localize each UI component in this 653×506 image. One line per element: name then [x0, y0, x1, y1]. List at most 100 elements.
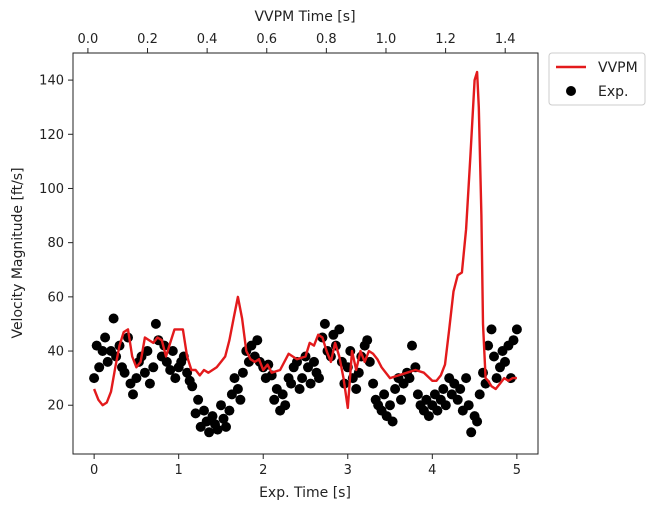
exp-point [167, 346, 178, 356]
x-axis-top: 0.0 0.2 0.4 0.6 0.8 1.0 1.2 1.4 [78, 32, 516, 53]
exp-point [193, 394, 204, 405]
exp-point [364, 356, 375, 367]
legend-vvpm-label: VVPM [598, 60, 638, 76]
exp-point [396, 394, 406, 405]
exp-point [294, 384, 305, 394]
x-tick-label: 0 [90, 463, 98, 478]
exp-point [368, 378, 379, 389]
legend-exp-label: Exp. [598, 84, 628, 100]
exp-point [212, 424, 223, 435]
x2-tick-label: 0.0 [78, 32, 99, 47]
exp-point [390, 384, 401, 394]
x2-tick-label: 0.2 [137, 32, 158, 47]
exp-point [277, 389, 288, 400]
exp-point [232, 384, 243, 394]
x-tick-label: 1 [175, 463, 183, 478]
y-tick-label: 60 [47, 290, 64, 305]
exp-point [455, 384, 466, 394]
exp-point [150, 318, 161, 329]
exp-point [423, 411, 434, 422]
exp-point [489, 351, 499, 362]
exp-point [221, 421, 231, 432]
y-axis-left: 20 40 60 80 100 120 140 [39, 74, 73, 414]
y-tick-label: 100 [39, 182, 64, 197]
plot-background [73, 53, 538, 454]
exp-point [131, 373, 142, 384]
exp-point [466, 427, 477, 438]
exp-point [432, 405, 443, 416]
exp-point [486, 324, 497, 335]
exp-point [252, 335, 263, 346]
x-tick-label: 2 [259, 463, 267, 478]
exp-point [148, 362, 159, 373]
plot-area [72, 52, 539, 455]
exp-series [89, 313, 522, 438]
exp-point [280, 400, 291, 411]
exp-point [362, 335, 373, 346]
exp-point [472, 416, 483, 427]
exp-point [139, 367, 150, 378]
legend: VVPM Exp. [548, 52, 646, 106]
exp-point [144, 378, 155, 389]
exp-point [379, 389, 390, 400]
exp-point [305, 378, 316, 389]
exp-point [237, 367, 248, 378]
exp-point [97, 346, 108, 356]
y-tick-label: 140 [39, 74, 64, 89]
y-tick-label: 120 [39, 128, 64, 143]
y-axis-title: Velocity Magnitude [ft/s] [10, 167, 26, 338]
exp-point [440, 400, 451, 411]
exp-point [500, 356, 510, 367]
exp-point [286, 378, 297, 389]
x-axis-title: Exp. Time [s] [259, 485, 351, 501]
exp-point [89, 373, 100, 384]
y-tick-label: 40 [47, 345, 64, 360]
vvpm-series-line [92, 70, 517, 410]
x-tick-label: 5 [513, 463, 521, 478]
x-tick-label: 3 [344, 463, 352, 478]
exp-point [387, 416, 398, 427]
x2-tick-label: 1.4 [495, 32, 516, 47]
exp-point [438, 384, 449, 394]
exp-point [404, 373, 415, 384]
exp-point [165, 365, 176, 375]
exp-point [218, 413, 229, 424]
exp-point [199, 405, 209, 416]
exp-point [511, 324, 522, 335]
x2-axis-title: VVPM Time [s] [254, 9, 355, 25]
x2-tick-label: 0.8 [316, 32, 337, 47]
exp-point [204, 427, 215, 438]
exp-point [216, 400, 226, 411]
y-tick-label: 20 [47, 399, 64, 414]
exp-point [269, 394, 280, 405]
exp-point [207, 411, 218, 422]
exp-point [187, 381, 198, 392]
exp-point [508, 335, 519, 346]
exp-point [334, 324, 345, 335]
exp-point [491, 373, 502, 384]
x2-tick-label: 1.0 [376, 32, 397, 47]
exp-point [102, 356, 113, 367]
exp-point [452, 394, 463, 405]
exp-point [229, 373, 240, 384]
exp-point [182, 367, 193, 378]
exp-point [483, 340, 494, 351]
exp-point [100, 332, 111, 343]
exp-point [190, 408, 201, 419]
exp-point [463, 400, 474, 411]
x-tick-label: 4 [428, 463, 436, 478]
plot-frame [72, 52, 539, 455]
exp-point [314, 373, 324, 384]
exp-point [407, 340, 417, 351]
exp-point [108, 313, 119, 324]
exp-point [94, 362, 105, 373]
x-axis-bottom: 0 1 2 3 4 5 [90, 454, 521, 478]
exp-point [297, 373, 308, 384]
x2-tick-label: 1.2 [435, 32, 456, 47]
exp-point [474, 389, 485, 400]
legend-exp-swatch [566, 86, 576, 96]
exp-point [385, 400, 395, 411]
exp-point [224, 405, 235, 416]
exp-point [351, 384, 362, 394]
